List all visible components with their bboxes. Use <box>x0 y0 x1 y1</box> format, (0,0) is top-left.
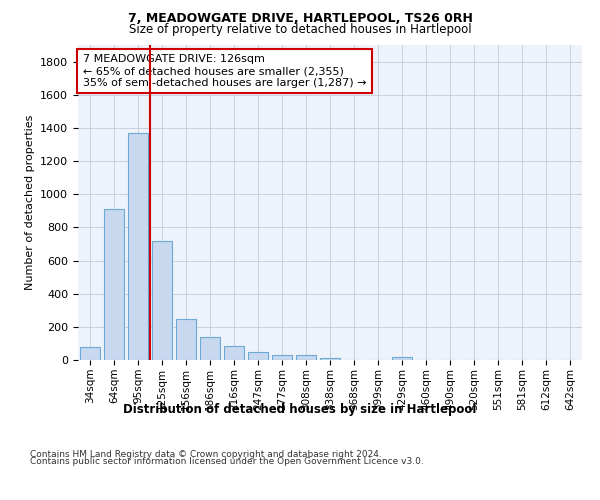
Bar <box>200 337 220 360</box>
Bar <box>80 346 100 360</box>
Bar <box>176 320 196 360</box>
Bar <box>152 240 172 360</box>
Bar <box>104 209 124 360</box>
Text: 7 MEADOWGATE DRIVE: 126sqm
← 65% of detached houses are smaller (2,355)
35% of s: 7 MEADOWGATE DRIVE: 126sqm ← 65% of deta… <box>83 54 367 88</box>
Bar <box>392 356 412 360</box>
Text: Distribution of detached houses by size in Hartlepool: Distribution of detached houses by size … <box>124 402 476 415</box>
Text: Size of property relative to detached houses in Hartlepool: Size of property relative to detached ho… <box>128 22 472 36</box>
Bar <box>128 133 148 360</box>
Bar <box>248 352 268 360</box>
Text: Contains public sector information licensed under the Open Government Licence v3: Contains public sector information licen… <box>30 458 424 466</box>
Text: Contains HM Land Registry data © Crown copyright and database right 2024.: Contains HM Land Registry data © Crown c… <box>30 450 382 459</box>
Bar <box>320 358 340 360</box>
Text: 7, MEADOWGATE DRIVE, HARTLEPOOL, TS26 0RH: 7, MEADOWGATE DRIVE, HARTLEPOOL, TS26 0R… <box>128 12 472 26</box>
Bar <box>224 346 244 360</box>
Y-axis label: Number of detached properties: Number of detached properties <box>25 115 35 290</box>
Bar <box>272 354 292 360</box>
Bar <box>296 356 316 360</box>
